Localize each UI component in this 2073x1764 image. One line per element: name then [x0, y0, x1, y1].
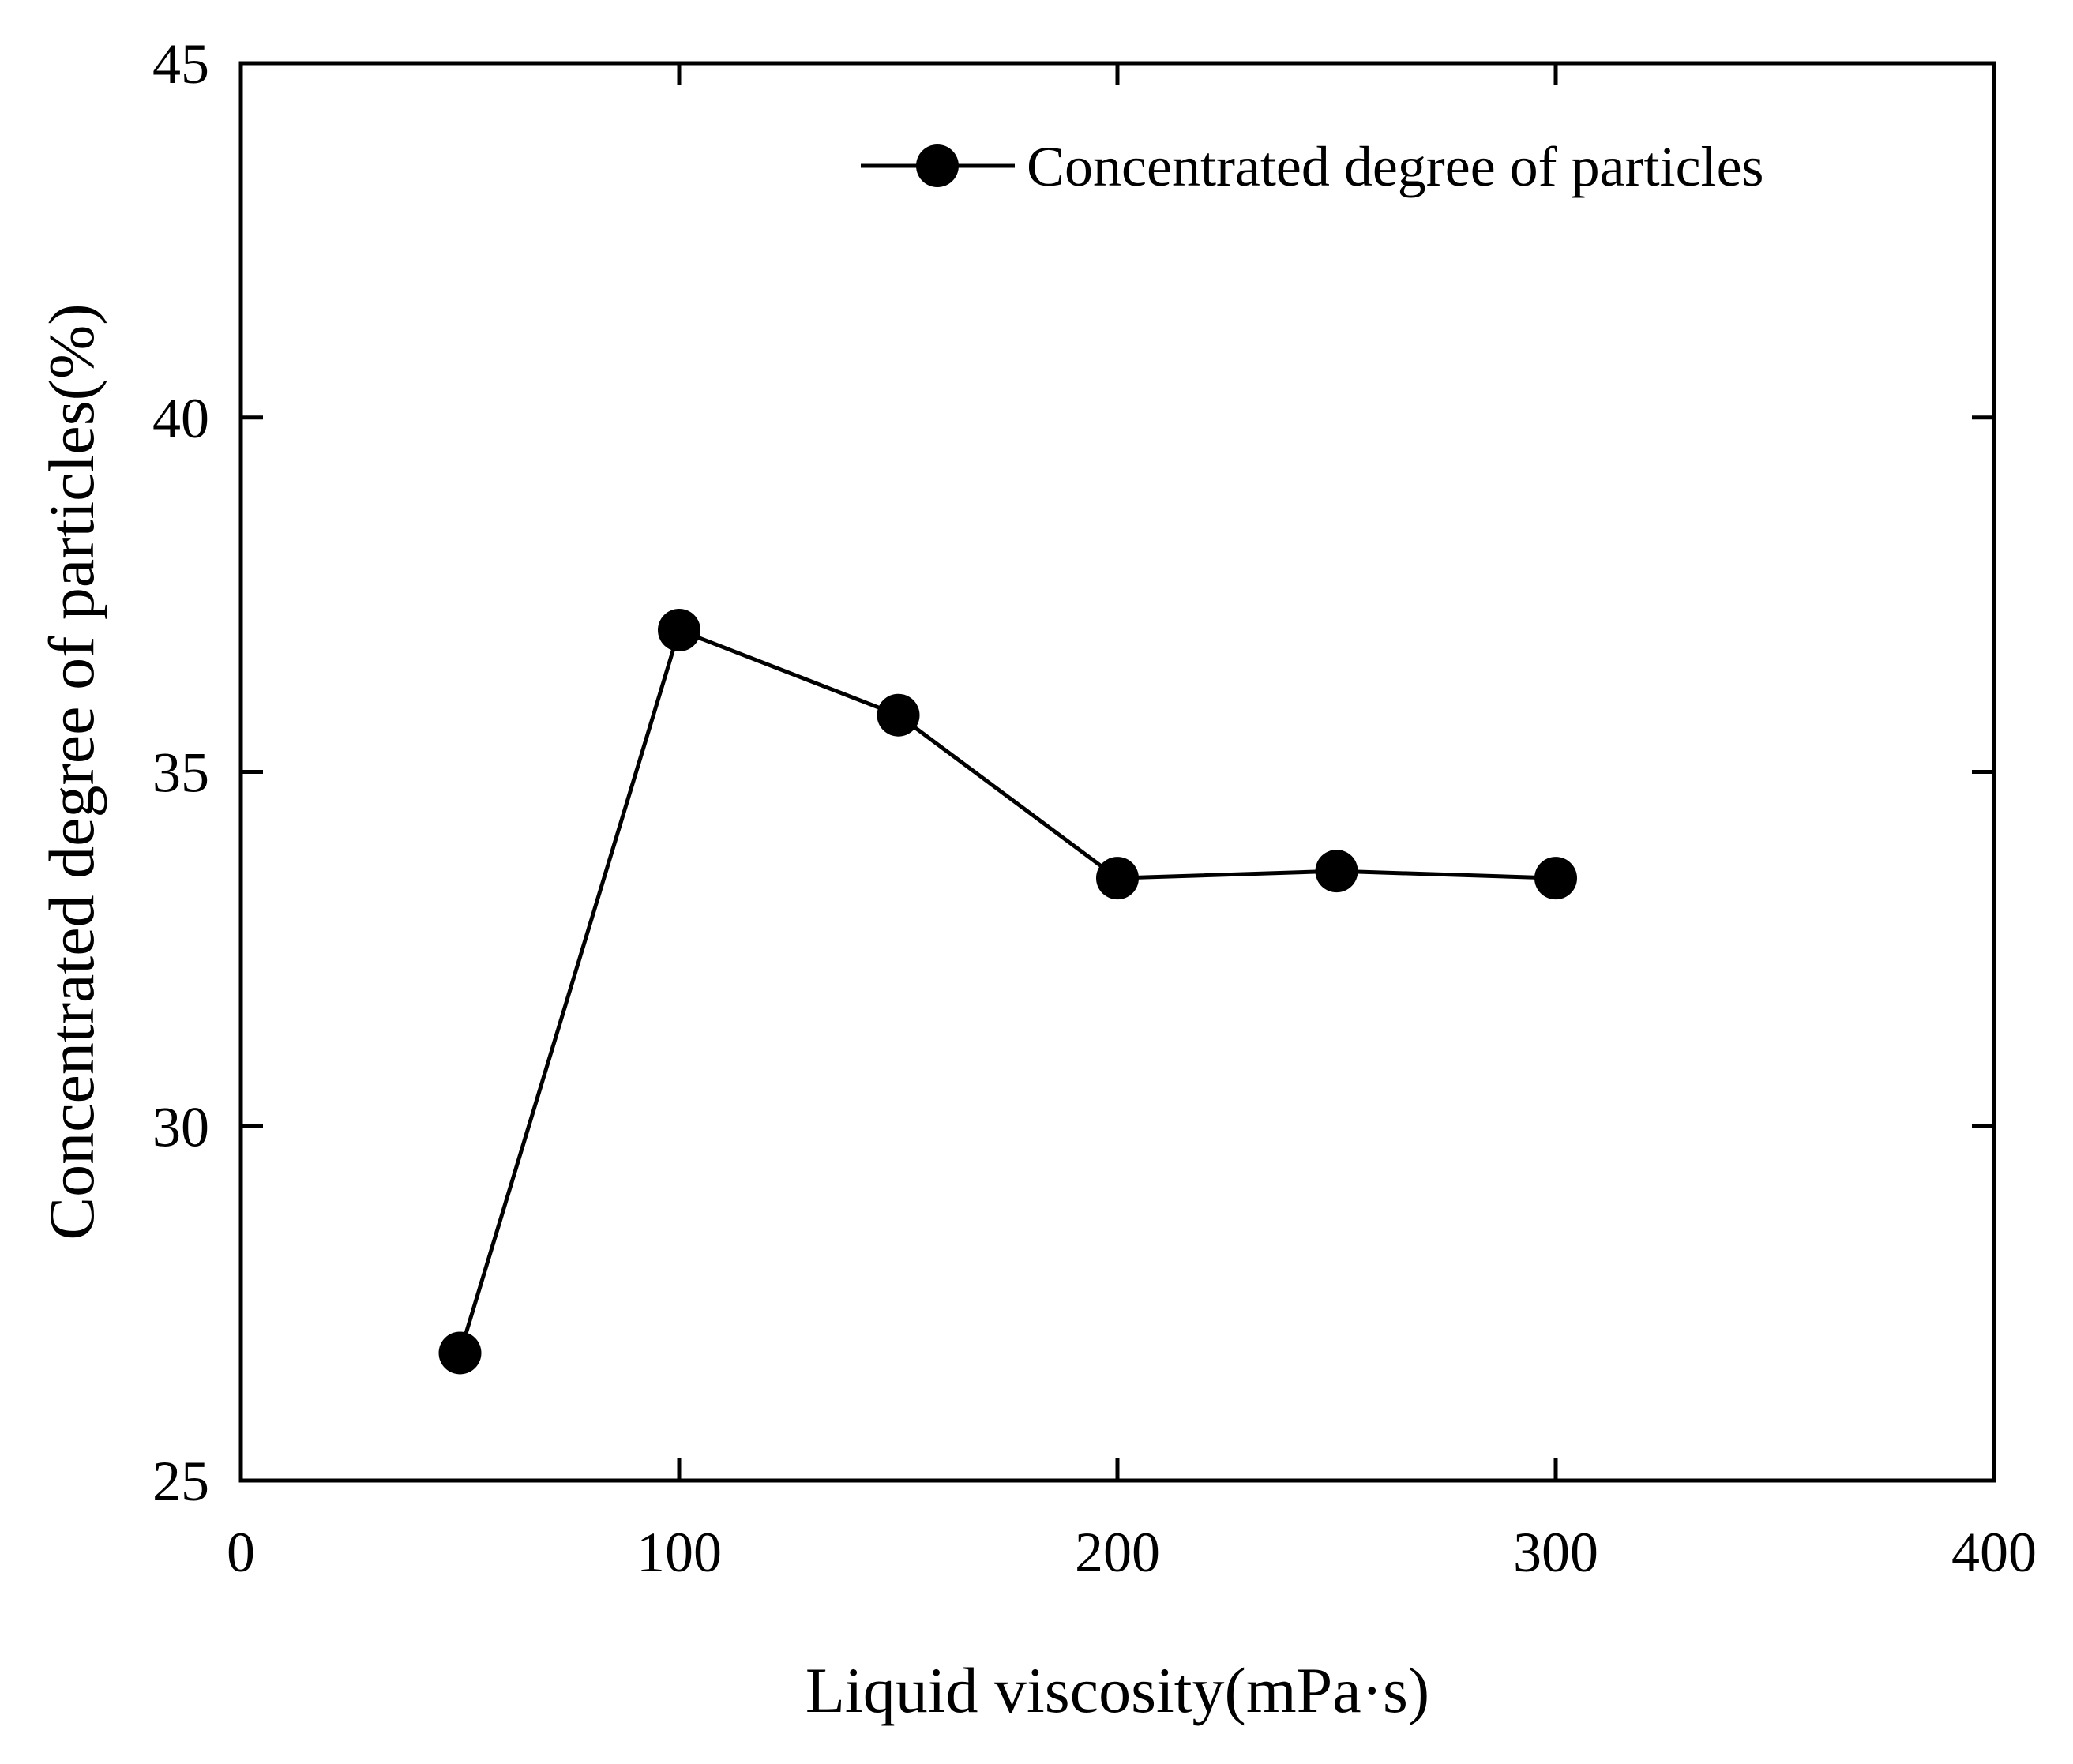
x-axis-ticks: 0 100 200 300 400 — [227, 63, 2037, 1584]
y-axis-ticks: 25 30 35 40 45 — [152, 32, 1994, 1513]
legend: Concentrated degree of particles — [861, 135, 1764, 198]
x-tick-label-400: 400 — [1951, 1521, 2037, 1584]
y-axis-title: Concentrated degree of particles(%) — [36, 303, 107, 1240]
series-group — [438, 609, 1577, 1375]
y-tick-label-35: 35 — [152, 741, 209, 805]
data-point-100 — [658, 609, 700, 651]
x-tick-label-200: 200 — [1075, 1521, 1160, 1584]
x-axis-title: Liquid viscosity(mPa·s) — [806, 1654, 1429, 1726]
x-tick-label-300: 300 — [1513, 1521, 1598, 1584]
legend-label: Concentrated degree of particles — [1027, 135, 1764, 198]
data-point-250 — [1315, 850, 1358, 893]
y-tick-label-40: 40 — [152, 387, 209, 450]
series-line-0 — [458, 627, 1557, 1354]
x-tick-label-100: 100 — [637, 1521, 722, 1584]
legend-marker — [916, 144, 959, 187]
data-point-300 — [1534, 857, 1577, 900]
data-point-150 — [877, 693, 920, 737]
data-point-50 — [438, 1331, 482, 1375]
x-tick-label-0: 0 — [227, 1521, 255, 1584]
y-tick-label-25: 25 — [152, 1450, 209, 1513]
y-tick-label-30: 30 — [152, 1095, 209, 1158]
data-point-200 — [1096, 857, 1139, 900]
plot-frame — [238, 61, 1996, 1483]
y-tick-label-45: 45 — [152, 32, 209, 96]
